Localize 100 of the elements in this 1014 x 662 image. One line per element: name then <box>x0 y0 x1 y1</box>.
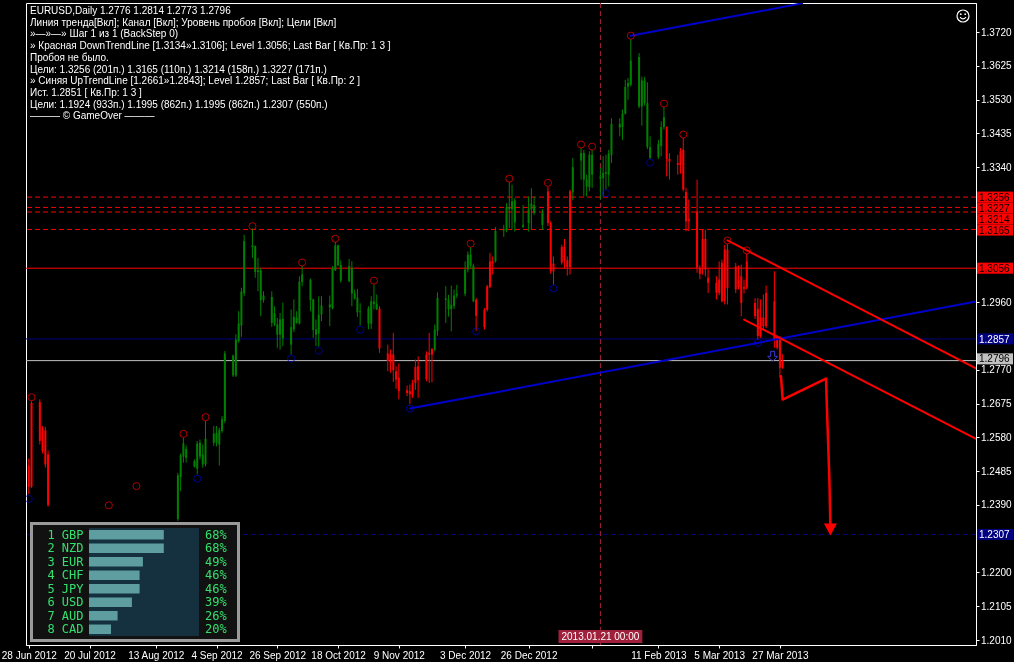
point <box>132 482 141 491</box>
candlestick <box>715 275 718 300</box>
y-tick-label: 1.2010 <box>981 634 1013 646</box>
candlestick <box>511 184 514 231</box>
y-tick-label: 1.3720 <box>981 26 1013 38</box>
y-tick-label: 8 CAD <box>47 622 84 637</box>
y-tick-label: 4 CHF <box>47 568 84 583</box>
point <box>287 354 296 363</box>
bar <box>89 557 143 567</box>
point <box>626 31 635 40</box>
y-tick-label: 3 EUR <box>47 554 85 569</box>
ref-line-label: 2013.01.21 00:00 <box>561 631 640 642</box>
annotation: »—»—» Шаг 1 из 1 (BackStep 0) <box>30 28 179 40</box>
point <box>601 189 610 198</box>
candlestick <box>676 154 679 176</box>
candlestick <box>389 349 392 374</box>
annotation: » Синяя UpTrendLine [1.2661»1.2843]; Level 1.2857; Last Bar [ Кв.Пр: 2 ] <box>30 75 361 87</box>
candlestick <box>475 297 478 332</box>
data-label: 46% <box>205 581 228 596</box>
point <box>104 501 113 510</box>
candlestick <box>604 154 607 191</box>
candlestick <box>541 208 544 231</box>
candlestick <box>417 355 420 399</box>
point <box>659 99 668 108</box>
point <box>331 234 340 243</box>
y-tick-label: 5 JPY <box>47 581 85 596</box>
candlestick <box>508 181 511 229</box>
point <box>753 338 762 347</box>
point <box>405 404 414 413</box>
candlestick <box>359 302 362 326</box>
ref-line-label: 1.3214 <box>979 213 1011 225</box>
y-tick-label: 1.3340 <box>981 161 1013 173</box>
x-tick-label: 26 Dec 2012 <box>500 649 558 661</box>
annotation: » Красная DownTrendLine [1.3134»1.3106]; Level 1.3056; Last Bar [ Кв.Пр: 1 3 ] <box>30 40 391 52</box>
point <box>679 130 688 139</box>
point <box>472 327 481 336</box>
point <box>742 246 751 255</box>
ref-line-label: 1.3227 <box>979 202 1011 214</box>
annotation: Линия тренда[Вкл]; Канал [Вкл]; Уровень пробоя [Вкл]; Цели [Вкл] <box>30 16 337 28</box>
y-tick-label: 1.3530 <box>981 94 1013 106</box>
point <box>248 222 257 231</box>
point <box>369 276 378 285</box>
point <box>543 178 552 187</box>
bar <box>89 597 132 607</box>
x-tick-label: 28 Jun 2012 <box>1 649 58 661</box>
ref-line-label: 1.2307 <box>979 529 1011 541</box>
annotation: ——— © GameOver ——— <box>30 110 155 122</box>
x-tick-label: 27 Mar 2013 <box>752 649 809 661</box>
candlestick <box>599 167 602 201</box>
x-tick-label: 18 Oct 2012 <box>311 649 367 661</box>
x-tick-label: 13 Aug 2012 <box>128 649 185 661</box>
candlestick <box>281 302 284 347</box>
point <box>356 325 365 334</box>
candlestick <box>301 265 304 287</box>
annotation: Цели: 1.1924 (933п.) 1.1995 (862п.) 1.1995 (862п.) 1.2307 (550п.) <box>30 98 328 110</box>
data-label: 49% <box>205 554 228 569</box>
bar <box>89 611 118 621</box>
point <box>314 346 323 355</box>
x-tick-label: 9 Nov 2012 <box>373 649 426 661</box>
y-tick-label: 1.3625 <box>981 60 1013 72</box>
y-tick-label: 1.2200 <box>981 566 1013 578</box>
ref-line-label: 1.3056 <box>979 262 1011 274</box>
data-label: 20% <box>205 622 228 637</box>
candlestick <box>367 305 370 330</box>
chart-title: EURUSD,Daily 1.2776 1.2814 1.2773 1.2796 <box>30 5 232 16</box>
bar <box>89 584 140 594</box>
y-tick-label: 2 NZD <box>47 541 84 556</box>
x-tick-label: 4 Sep 2012 <box>191 649 244 661</box>
point <box>201 413 210 422</box>
candlestick <box>591 149 594 189</box>
candlestick <box>428 332 431 384</box>
data-label: 68% <box>205 527 228 542</box>
data-label: 39% <box>205 595 228 610</box>
candlestick <box>582 149 585 197</box>
point <box>723 236 732 245</box>
data-label: 26% <box>205 608 228 623</box>
y-tick-label: 1.2770 <box>981 364 1013 376</box>
candlestick <box>602 155 605 197</box>
y-tick-label: 1.2485 <box>981 465 1013 477</box>
candlestick <box>408 383 411 405</box>
data-label: 46% <box>205 568 228 583</box>
candlestick <box>317 295 320 348</box>
ref-line-label: 1.2796 <box>979 353 1011 365</box>
candlestick <box>522 204 525 229</box>
point <box>646 158 655 167</box>
annotation: Пробоя не было. <box>30 51 109 63</box>
data-label: 68% <box>205 541 228 556</box>
y-tick-label: 1.2675 <box>981 398 1013 410</box>
point <box>466 239 475 248</box>
point <box>549 284 558 293</box>
x-tick-label: 26 Sep 2012 <box>249 649 307 661</box>
x-tick-label: 11 Feb 2013 <box>631 649 688 661</box>
candlestick <box>386 344 389 372</box>
y-tick-label: 1 GBP <box>47 527 84 542</box>
candlestick <box>212 425 215 447</box>
x-tick-label: 20 Jul 2012 <box>64 649 117 661</box>
bar <box>89 530 164 540</box>
candlestick <box>215 425 218 447</box>
candlestick <box>530 187 533 231</box>
bar <box>89 624 111 634</box>
